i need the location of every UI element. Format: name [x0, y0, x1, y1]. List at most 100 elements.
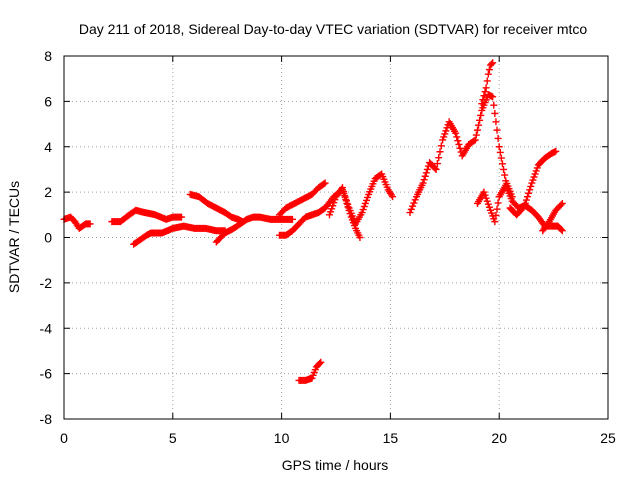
data-point — [496, 148, 504, 156]
data-point — [389, 193, 397, 201]
data-point — [558, 227, 566, 235]
data-point — [407, 205, 415, 213]
data-point — [483, 77, 491, 85]
y-tick-label: -6 — [40, 366, 53, 382]
data-point — [494, 199, 502, 207]
y-tick-label: 4 — [44, 139, 52, 155]
data-point — [339, 184, 347, 192]
data-series — [478, 59, 497, 108]
data-series — [108, 206, 186, 226]
data-point — [432, 165, 440, 173]
data-series — [60, 213, 94, 232]
data-point — [288, 215, 296, 223]
data-point — [455, 140, 463, 148]
data-point — [488, 60, 496, 68]
data-series — [212, 213, 296, 246]
data-point — [341, 192, 349, 200]
data-point — [477, 111, 485, 119]
y-tick-label: 8 — [44, 48, 52, 64]
data-point — [356, 234, 364, 241]
data-series — [295, 358, 325, 384]
data-point — [526, 186, 534, 194]
data-series — [186, 190, 246, 226]
y-tick-labels: -8 -6 -4 -2 0 2 4 6 8 — [40, 48, 53, 427]
data-point — [471, 136, 479, 144]
data-point — [422, 169, 430, 177]
x-tick-label: 10 — [274, 430, 290, 446]
data-point — [473, 126, 481, 134]
data-point — [491, 218, 499, 226]
data-point — [489, 93, 497, 101]
data-point — [489, 59, 497, 67]
data-point — [453, 133, 461, 141]
y-tick-label: 0 — [44, 230, 52, 246]
y-tick-label: -4 — [40, 320, 53, 336]
data-point — [431, 164, 439, 172]
data-point — [480, 92, 488, 100]
data-point — [498, 160, 506, 168]
grid-lines — [64, 56, 608, 419]
data-point — [346, 210, 354, 218]
data-point — [411, 196, 419, 204]
data-point — [86, 220, 94, 228]
data-point — [178, 213, 186, 221]
x-tick-label: 20 — [491, 430, 507, 446]
data-point — [522, 196, 530, 204]
data-point — [421, 172, 429, 180]
data-point — [409, 202, 417, 210]
data-series — [406, 91, 516, 217]
data-point — [470, 137, 478, 145]
data-point — [478, 100, 486, 108]
data-point — [558, 199, 566, 207]
data-series — [473, 188, 503, 226]
data-point — [452, 129, 460, 137]
data-point — [490, 101, 498, 109]
data-series — [539, 199, 566, 235]
x-tick-label: 0 — [60, 430, 68, 446]
data-point — [410, 199, 418, 207]
data-point — [479, 96, 487, 104]
x-axis-label: GPS time / hours — [282, 457, 389, 473]
data-point — [320, 180, 328, 188]
data-point — [435, 154, 443, 162]
data-point — [419, 179, 427, 187]
data-point — [552, 147, 560, 155]
y-tick-label: 2 — [44, 184, 52, 200]
data-point — [525, 189, 533, 197]
data-point — [454, 137, 462, 145]
data-point — [500, 165, 508, 173]
data-point — [492, 118, 500, 126]
data-point — [475, 121, 483, 129]
data-point — [521, 199, 529, 207]
data-point — [557, 226, 565, 234]
data-point — [321, 179, 329, 187]
data-point — [340, 188, 348, 196]
data-series — [325, 184, 364, 241]
data-point — [482, 84, 490, 92]
y-axis-label: SDTVAR / TECUs — [6, 181, 22, 293]
data-point — [497, 154, 505, 162]
data-point — [481, 88, 489, 96]
data-point — [527, 182, 535, 190]
data-point — [492, 211, 500, 219]
y-tick-label: 6 — [44, 93, 52, 109]
data-point — [494, 134, 502, 142]
data-series — [275, 179, 329, 219]
data-points — [60, 59, 566, 384]
data-point — [406, 209, 414, 217]
x-tick-label: 15 — [383, 430, 399, 446]
data-point — [501, 171, 509, 179]
data-point — [437, 142, 445, 150]
x-tick-labels: 0 5 10 15 20 25 — [60, 430, 616, 446]
data-point — [345, 206, 353, 214]
data-point — [316, 359, 324, 367]
data-point — [472, 131, 480, 139]
data-point — [343, 199, 351, 207]
data-point — [523, 193, 531, 201]
data-point — [491, 109, 499, 117]
data-point — [344, 203, 352, 211]
data-point — [433, 160, 441, 168]
data-point — [493, 126, 501, 134]
data-point — [420, 176, 428, 184]
